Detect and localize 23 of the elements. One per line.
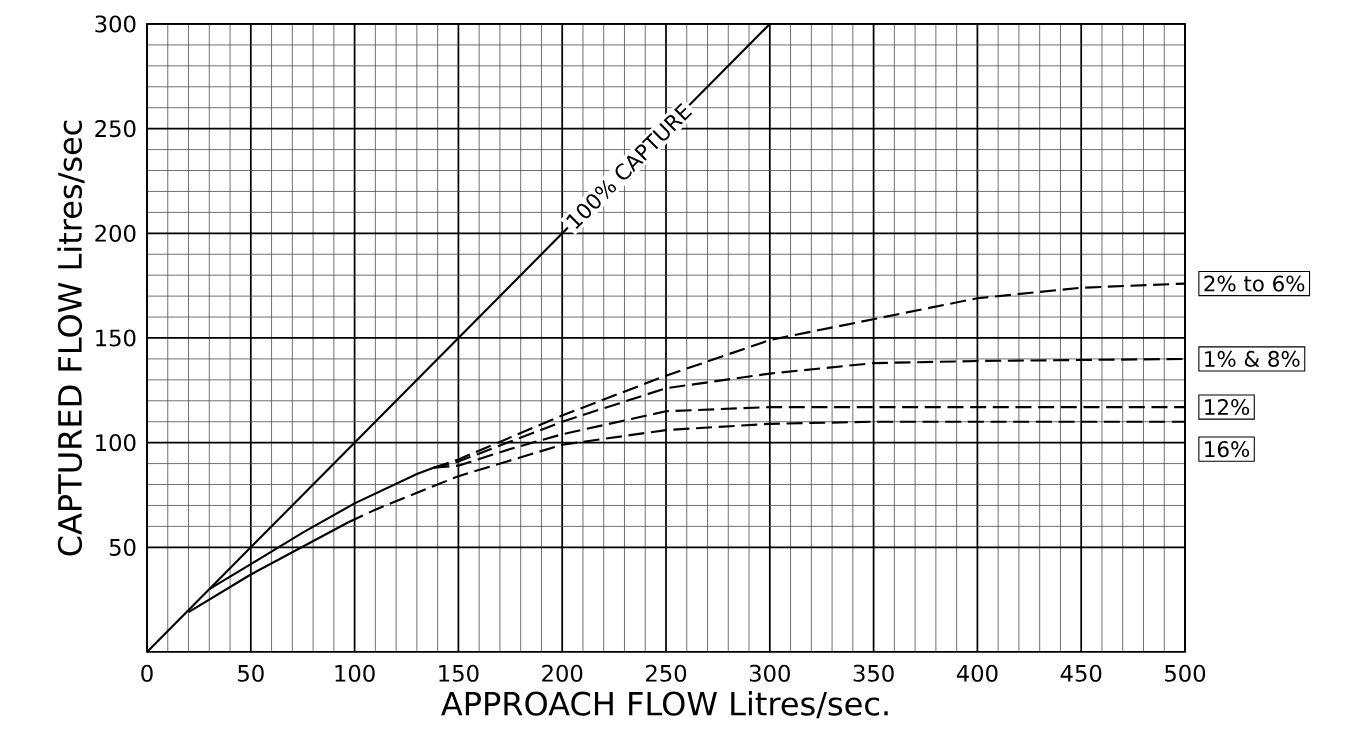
y-tick-label: 100 (96, 434, 136, 452)
x-axis-title: APPROACH FLOW Litres/sec. (441, 691, 888, 719)
y-axis-title: CAPTURED FLOW Litres/sec (57, 120, 85, 556)
x-tick-label: 500 (1165, 664, 1206, 682)
x-tick-label: 0 (141, 664, 153, 682)
y-tick-label: 300 (95, 15, 136, 33)
legend-label: 16% (1205, 441, 1250, 458)
y-tick-label: 50 (109, 538, 136, 556)
series-label: 12% (1205, 399, 1250, 416)
x-tick-label: 50 (238, 664, 264, 682)
x-tick-label: 300 (749, 664, 790, 682)
series-label: 1% & 8% (1205, 350, 1300, 367)
x-tick-label: 150 (439, 664, 479, 682)
y-tick-label: 250 (95, 120, 136, 138)
x-tick-label: 100 (335, 664, 375, 682)
x-tick-label: 450 (1060, 664, 1102, 682)
x-tick-label: 200 (542, 664, 583, 682)
x-tick-label: 400 (956, 664, 998, 682)
y-tick-label: 200 (95, 224, 136, 242)
x-tick-label: 250 (646, 664, 687, 682)
y-tick-label: 150 (96, 329, 136, 347)
x-tick-label: 350 (853, 664, 894, 682)
series-label: 2% to 6% (1204, 275, 1305, 292)
